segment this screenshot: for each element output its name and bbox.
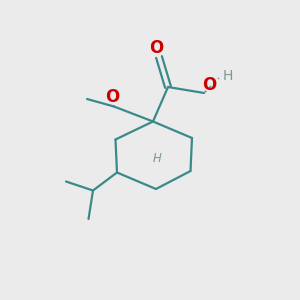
Text: O: O <box>202 76 217 94</box>
Text: H: H <box>223 70 233 83</box>
Text: O: O <box>149 39 163 57</box>
Text: H: H <box>153 152 162 166</box>
Text: O: O <box>105 88 120 106</box>
